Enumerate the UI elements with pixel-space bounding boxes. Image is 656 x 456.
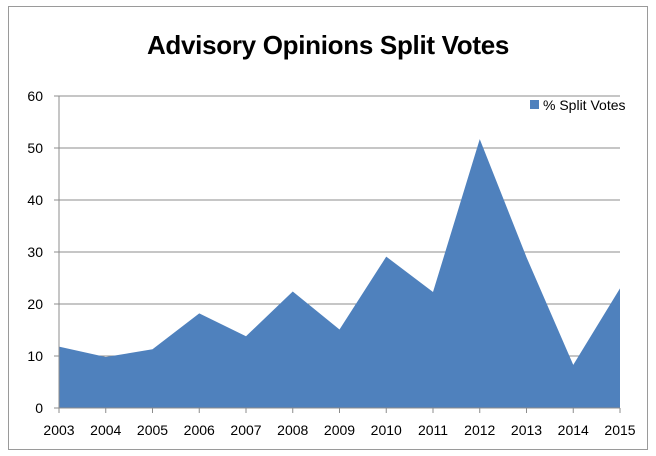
- x-tick-label-2012: 2012: [464, 422, 495, 438]
- y-tick-label-40: 40: [27, 192, 43, 208]
- y-tick-label-0: 0: [35, 400, 43, 416]
- y-tick-label-20: 20: [27, 296, 43, 312]
- x-tick-label-2003: 2003: [43, 422, 74, 438]
- y-tick-label-10: 10: [27, 348, 43, 364]
- x-axis-ticks: 2003 2004 2005 2006 2007 2008 2009 2010 2011 2012…: [43, 422, 635, 438]
- x-tick-label-2008: 2008: [277, 422, 308, 438]
- gridlines: [59, 95, 620, 357]
- x-tick-label-2011: 2011: [418, 422, 448, 438]
- legend-label: % Split Votes: [543, 97, 626, 113]
- legend: % Split Votes: [530, 97, 626, 113]
- x-tick-label-2015: 2015: [604, 422, 635, 438]
- x-tick-label-2006: 2006: [184, 422, 215, 438]
- area-layer: [58, 139, 621, 408]
- x-tick-label-2004: 2004: [90, 422, 121, 438]
- area-series-0: [59, 139, 620, 408]
- chart-title: Advisory Opinions Split Votes: [146, 30, 510, 60]
- x-tick-label-2005: 2005: [137, 422, 168, 438]
- x-tick-label-2013: 2013: [511, 422, 542, 438]
- x-tick-label-2007: 2007: [230, 422, 261, 438]
- axes: [54, 95, 621, 413]
- y-tick-label-50: 50: [27, 140, 43, 156]
- legend-swatch: [530, 100, 539, 109]
- y-axis-ticks: 0 10 20 30 40 50 60: [27, 88, 43, 416]
- y-tick-label-60: 60: [27, 88, 43, 104]
- y-tick-label-30: 30: [27, 244, 43, 260]
- x-tick-label-2014: 2014: [558, 422, 589, 438]
- x-tick-label-2010: 2010: [371, 422, 402, 438]
- x-tick-label-2009: 2009: [324, 422, 355, 438]
